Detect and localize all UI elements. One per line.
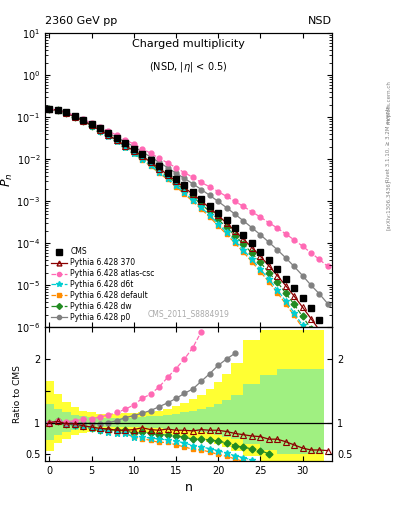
Text: 2360 GeV pp: 2360 GeV pp: [45, 15, 118, 26]
Text: (NSD, $|\eta|$ < 0.5): (NSD, $|\eta|$ < 0.5): [149, 60, 228, 74]
Text: Charged multiplicity: Charged multiplicity: [132, 39, 245, 49]
Y-axis label: $P_n$: $P_n$: [0, 173, 15, 187]
Text: mcplots.cern.ch: mcplots.cern.ch: [386, 80, 391, 124]
Legend: CMS, Pythia 6.428 370, Pythia 6.428 atlas-csc, Pythia 6.428 d6t, Pythia 6.428 de: CMS, Pythia 6.428 370, Pythia 6.428 atla…: [49, 246, 156, 324]
X-axis label: n: n: [185, 481, 193, 494]
Y-axis label: Ratio to CMS: Ratio to CMS: [13, 365, 22, 423]
Text: Rivet 3.1.10, ≥ 3.2M events: Rivet 3.1.10, ≥ 3.2M events: [386, 105, 391, 182]
Text: [arXiv:1306.3436]: [arXiv:1306.3436]: [386, 180, 391, 230]
Text: NSD: NSD: [308, 15, 332, 26]
Text: CMS_2011_S8884919: CMS_2011_S8884919: [148, 309, 230, 318]
